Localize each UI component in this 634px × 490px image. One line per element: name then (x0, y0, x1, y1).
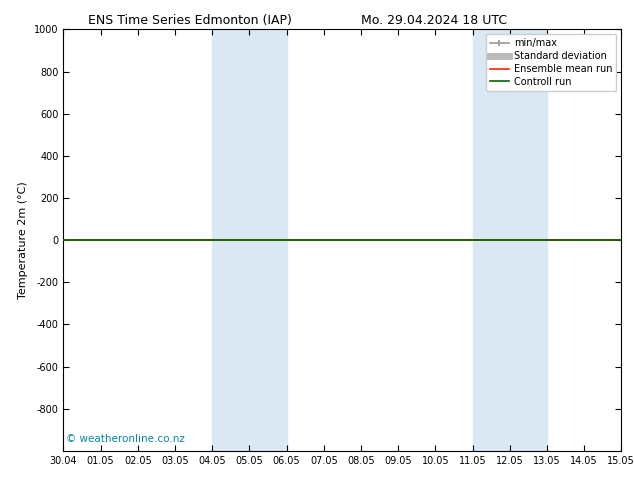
Legend: min/max, Standard deviation, Ensemble mean run, Controll run: min/max, Standard deviation, Ensemble me… (486, 34, 616, 91)
Text: ENS Time Series Edmonton (IAP): ENS Time Series Edmonton (IAP) (88, 14, 292, 27)
Bar (472, 29, 547, 451)
Bar (212, 29, 287, 451)
Text: © weatheronline.co.nz: © weatheronline.co.nz (66, 435, 185, 444)
Y-axis label: Temperature 2m (°C): Temperature 2m (°C) (18, 181, 29, 299)
Text: Mo. 29.04.2024 18 UTC: Mo. 29.04.2024 18 UTC (361, 14, 507, 27)
